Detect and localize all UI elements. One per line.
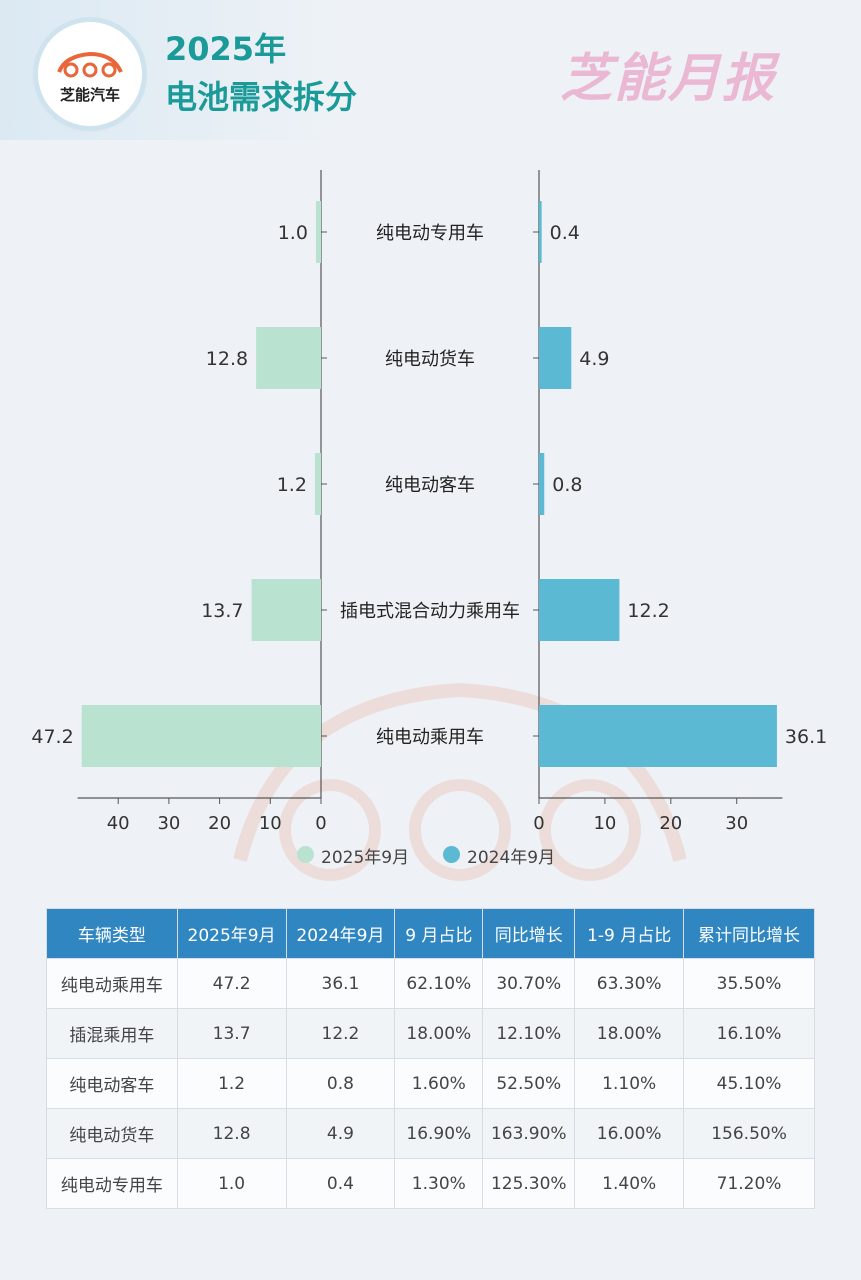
table-cell: 36.1 [285, 958, 396, 1009]
table-header: 1-9 月占比 [574, 908, 685, 959]
table-cell: 52.50% [482, 1058, 576, 1109]
logo-text: 芝能汽车 [59, 86, 120, 104]
category-label: 纯电动专用车 [376, 223, 484, 244]
table-cell: 18.00% [394, 1008, 484, 1059]
table-cell: 163.90% [482, 1108, 576, 1159]
bar-2025 [314, 453, 321, 515]
header-background [0, 0, 861, 140]
bar-2025 [315, 201, 321, 263]
table-cell: 纯电动货车 [46, 1108, 178, 1159]
table-cell: 30.70% [482, 958, 576, 1009]
legend-label-2025: 2025年9月 [321, 848, 410, 868]
table-cell: 45.10% [683, 1058, 815, 1109]
right-tick-label: 30 [725, 813, 748, 834]
data-label-2024: 0.4 [550, 222, 580, 244]
category-label: 插电式混合动力乘用车 [340, 601, 520, 622]
data-label-2024: 36.1 [785, 726, 827, 748]
table-cell: 纯电动专用车 [46, 1158, 178, 1209]
logo: 芝能汽车 [38, 22, 142, 126]
category-label: 纯电动乘用车 [376, 727, 484, 748]
data-label-2025: 1.0 [278, 222, 308, 244]
bar-2025 [256, 327, 321, 389]
data-label-2024: 0.8 [552, 474, 582, 496]
right-tick-label: 0 [533, 813, 544, 834]
table-cell: 1.40% [574, 1158, 685, 1209]
left-tick-label: 30 [157, 813, 180, 834]
table-cell: 1.10% [574, 1058, 685, 1109]
table-cell: 63.30% [574, 958, 685, 1009]
right-tick-label: 20 [659, 813, 682, 834]
data-label-2025: 47.2 [31, 726, 73, 748]
car-logo-icon [57, 51, 123, 78]
table-cell: 71.20% [683, 1158, 815, 1209]
bar-2025 [251, 579, 321, 641]
table-cell: 13.7 [176, 1008, 287, 1059]
table-row: 纯电动乘用车 47.2 36.1 62.10% 30.70% 63.30% 35… [46, 958, 815, 1009]
table-cell: 1.0 [176, 1158, 287, 1209]
data-label-2025: 1.2 [277, 474, 307, 496]
table-cell: 156.50% [683, 1108, 815, 1159]
left-tick-label: 40 [107, 813, 130, 834]
bar-2024 [539, 453, 545, 515]
table-cell: 62.10% [394, 958, 484, 1009]
data-label-2024: 12.2 [627, 600, 669, 622]
category-label: 纯电动货车 [385, 349, 475, 370]
watermark-car-icon [233, 682, 687, 881]
bar-2024 [539, 705, 777, 767]
table-cell: 1.2 [176, 1058, 287, 1109]
table-cell: 16.10% [683, 1008, 815, 1059]
left-tick-label: 10 [259, 813, 282, 834]
table-cell: 1.60% [394, 1058, 484, 1109]
table-header: 车辆类型 [46, 908, 178, 959]
table-cell: 0.4 [285, 1158, 396, 1209]
legend-swatch-2024 [443, 846, 460, 863]
table-cell: 47.2 [176, 958, 287, 1009]
data-table: 车辆类型 2025年9月 2024年9月 9 月占比 同比增长 1-9 月占比 … [46, 908, 815, 1209]
table-cell: 12.10% [482, 1008, 576, 1059]
category-label: 纯电动客车 [385, 475, 475, 496]
table-header: 9 月占比 [394, 908, 484, 959]
right-tick-label: 10 [593, 813, 616, 834]
table-cell: 12.2 [285, 1008, 396, 1059]
table-header: 累计同比增长 [683, 908, 815, 959]
table-header: 2024年9月 [285, 908, 396, 959]
table-cell: 12.8 [176, 1108, 287, 1159]
table-row: 纯电动专用车 1.0 0.4 1.30% 125.30% 1.40% 71.20… [46, 1158, 815, 1209]
bar-2024 [539, 201, 542, 263]
table-cell: 纯电动客车 [46, 1058, 178, 1109]
table-row: 纯电动客车 1.2 0.8 1.60% 52.50% 1.10% 45.10% [46, 1058, 815, 1109]
legend-swatch-2025 [297, 846, 314, 863]
table-header: 同比增长 [482, 908, 576, 959]
table-cell: 4.9 [285, 1108, 396, 1159]
data-label-2025: 13.7 [201, 600, 243, 622]
bar-2024 [539, 327, 572, 389]
left-tick-label: 0 [315, 813, 326, 834]
left-tick-label: 20 [208, 813, 231, 834]
table-cell: 16.90% [394, 1108, 484, 1159]
table-header-row: 车辆类型 2025年9月 2024年9月 9 月占比 同比增长 1-9 月占比 … [46, 908, 815, 959]
table-cell: 插混乘用车 [46, 1008, 178, 1059]
legend-label-2024: 2024年9月 [467, 848, 556, 868]
chart-legend: 2025年9月 2024年9月 [0, 843, 861, 868]
table-cell: 纯电动乘用车 [46, 958, 178, 1009]
butterfly-bar-chart: 40 30 20 10 0 0 10 20 30 1.0 0.4 纯电动专用车 12.8 4.9 纯电动货车… [31, 170, 827, 834]
bar-2025 [81, 705, 321, 767]
page-title: 电池需求拆分 [165, 78, 358, 116]
table-cell: 125.30% [482, 1158, 576, 1209]
table-cell: 1.30% [394, 1158, 484, 1209]
table-cell: 35.50% [683, 958, 815, 1009]
table-row: 纯电动货车 12.8 4.9 16.90% 163.90% 16.00% 156… [46, 1108, 815, 1159]
table-header: 2025年9月 [176, 908, 287, 959]
page-title-year: 2025年 [165, 30, 287, 68]
brand-logo: 芝能月报 [560, 49, 777, 109]
table-row: 插混乘用车 13.7 12.2 18.00% 12.10% 18.00% 16.… [46, 1008, 815, 1059]
bar-2024 [539, 579, 620, 641]
table-cell: 16.00% [574, 1108, 685, 1159]
table-cell: 18.00% [574, 1008, 685, 1059]
data-label-2024: 4.9 [579, 348, 609, 370]
table-cell: 0.8 [285, 1058, 396, 1109]
data-label-2025: 12.8 [206, 348, 248, 370]
